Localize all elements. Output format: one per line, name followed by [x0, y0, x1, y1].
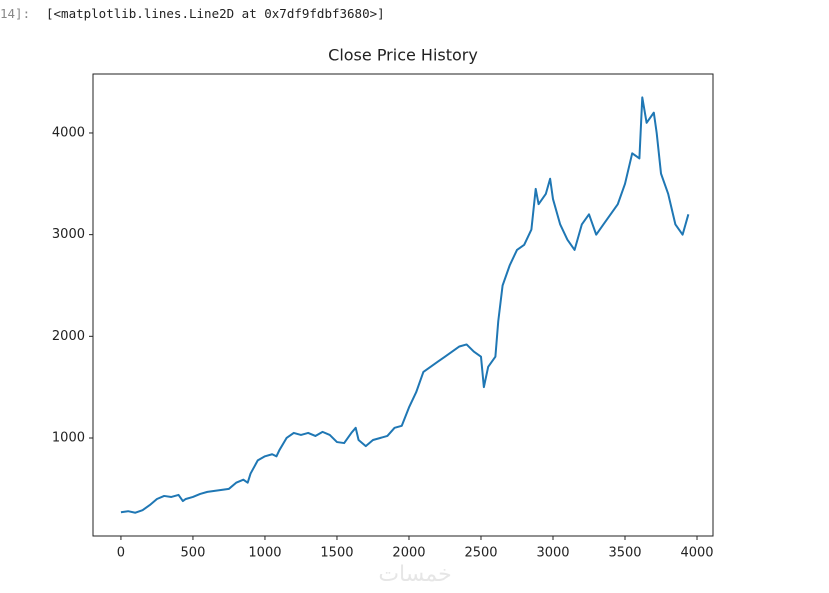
plot-frame — [92, 73, 714, 537]
x-tick-label: 4000 — [680, 546, 713, 561]
x-tick-label: 2500 — [464, 546, 497, 561]
x-tick-label: 1000 — [248, 546, 281, 561]
x-tick-label: 500 — [181, 546, 206, 561]
y-tick-label: 2000 — [52, 329, 85, 344]
y-tick-label: 1000 — [52, 430, 85, 445]
y-tick-label: 4000 — [52, 125, 85, 140]
output-text: [<matplotlib.lines.Line2D at 0x7df9fdbf3… — [46, 6, 385, 21]
y-tick-label: 3000 — [52, 227, 85, 242]
price-line — [120, 96, 690, 514]
x-tick-label: 3500 — [608, 546, 641, 561]
x-tick-label: 1500 — [320, 546, 353, 561]
x-tick-label: 0 — [117, 546, 125, 561]
prompt: 14]: — [0, 6, 31, 21]
chart-title: Close Price History — [328, 46, 478, 65]
x-tick-label: 3000 — [536, 546, 569, 561]
x-tick-label: 2000 — [392, 546, 425, 561]
watermark: خمسات — [378, 562, 451, 587]
